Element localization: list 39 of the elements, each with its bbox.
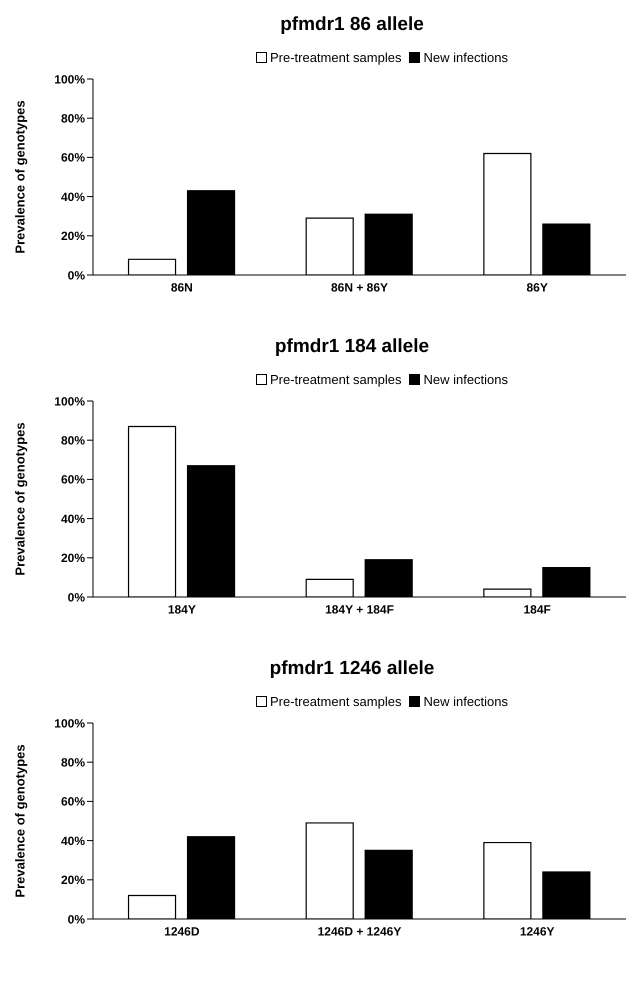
x-tick-label: 1246Y: [520, 924, 555, 939]
legend-label: New infections: [423, 372, 508, 387]
legend-label: Pre-treatment samples: [270, 694, 402, 709]
x-tick-label: 184Y + 184F: [325, 602, 394, 617]
y-tick-label: 0%: [68, 268, 86, 282]
x-tick-label: 86N + 86Y: [330, 280, 388, 295]
y-tick-label: 20%: [60, 551, 86, 566]
y-tick-label: 40%: [60, 512, 86, 526]
y-tick-label: 80%: [60, 433, 86, 448]
x-tick-label: 184Y: [168, 602, 196, 617]
y-tick-label: 0%: [68, 590, 86, 604]
x-tick-label: 1246D: [164, 924, 200, 939]
y-axis-title: Prevalence of genotypes: [12, 744, 28, 898]
chart-title: pfmdr1 1246 allele: [268, 658, 436, 680]
chart-title: pfmdr1 86 allele: [279, 14, 425, 36]
y-tick-label: 100%: [54, 716, 86, 730]
legend-label: Pre-treatment samples: [270, 50, 402, 65]
legend-label: New infections: [423, 50, 508, 65]
y-tick-label: 60%: [60, 150, 86, 165]
legend-label: New infections: [423, 694, 508, 709]
y-axis-title: Prevalence of genotypes: [12, 422, 28, 576]
y-tick-label: 0%: [68, 912, 86, 926]
x-tick-label: 1246D + 1246Y: [318, 924, 402, 939]
legend-label: Pre-treatment samples: [270, 372, 402, 387]
y-tick-label: 20%: [60, 873, 86, 888]
y-tick-label: 60%: [60, 472, 86, 487]
y-tick-label: 100%: [54, 394, 86, 408]
y-tick-label: 80%: [60, 111, 86, 126]
y-axis-title: Prevalence of genotypes: [12, 100, 28, 254]
y-tick-label: 40%: [60, 190, 86, 204]
y-tick-label: 60%: [60, 794, 86, 809]
x-tick-label: 86N: [170, 280, 193, 295]
x-tick-label: 184F: [523, 602, 551, 617]
chart-title: pfmdr1 184 allele: [274, 336, 430, 358]
x-tick-label: 86Y: [526, 280, 548, 295]
y-tick-label: 40%: [60, 834, 86, 848]
y-tick-label: 80%: [60, 755, 86, 770]
y-tick-label: 100%: [54, 72, 86, 86]
y-tick-label: 20%: [60, 229, 86, 244]
